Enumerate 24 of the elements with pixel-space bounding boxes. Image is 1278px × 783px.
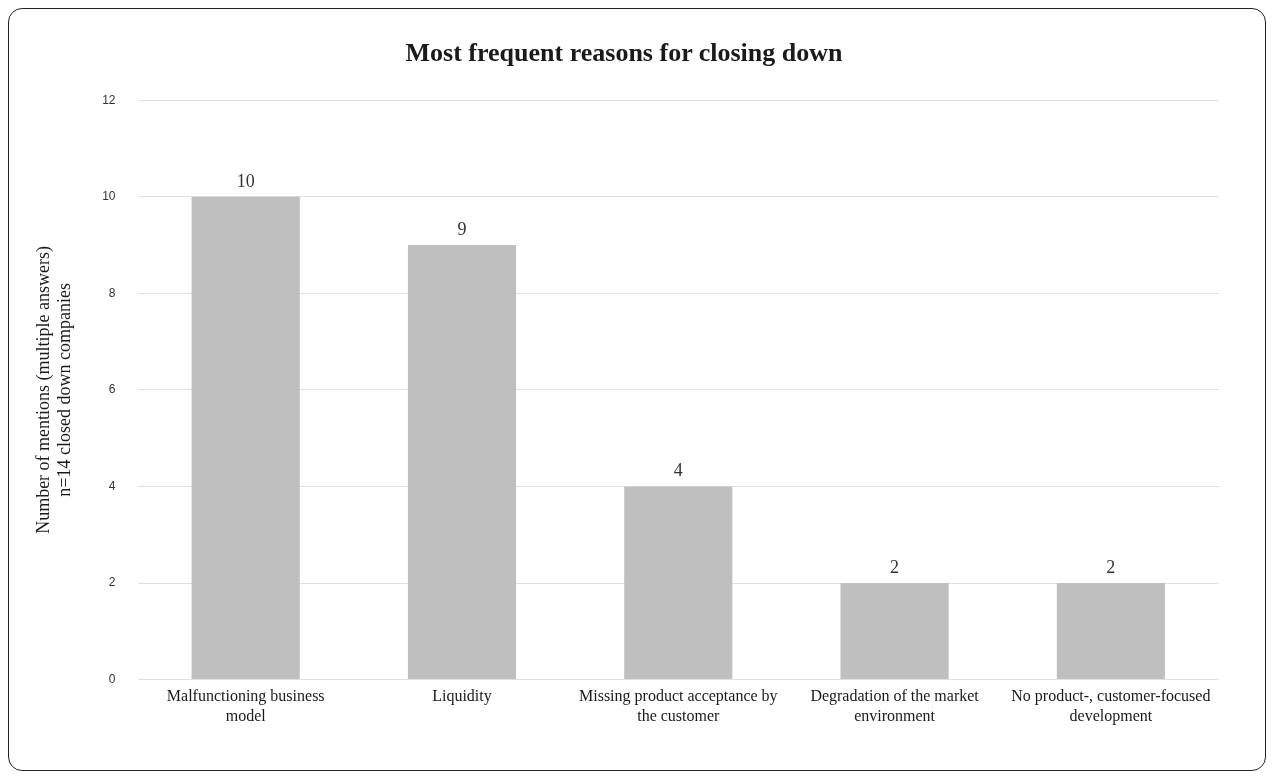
y-tick-label: 10 xyxy=(102,189,116,204)
bar xyxy=(191,196,300,680)
chart-title: Most frequent reasons for closing down xyxy=(405,38,844,68)
y-tick-label: 12 xyxy=(102,92,116,107)
x-tick-label: Malfunctioning business model xyxy=(166,687,325,724)
data-label: 2 xyxy=(890,556,900,577)
bar xyxy=(407,245,517,680)
y-tick-label: 6 xyxy=(108,382,116,397)
data-label: 2 xyxy=(1106,556,1116,577)
y-tick-label: 8 xyxy=(108,285,116,300)
y-tick-label: 0 xyxy=(108,671,116,686)
y-axis-title: Number of mentions (multiple answers) n=14 closed down companies xyxy=(32,245,75,534)
y-tick-label: 2 xyxy=(108,575,116,590)
y-tick-label: 4 xyxy=(108,478,116,493)
x-tick-label: Liquidity xyxy=(432,687,492,706)
x-tick-label: Degradation of the market environment xyxy=(810,687,980,724)
data-label: 9 xyxy=(457,218,467,239)
bar xyxy=(624,486,733,680)
x-tick-label: Missing product acceptance by the customer xyxy=(578,687,778,724)
data-label: 10 xyxy=(236,170,255,191)
bar xyxy=(1056,583,1165,680)
bar xyxy=(840,583,949,680)
data-label: 4 xyxy=(673,460,683,481)
x-tick-label: No product-, customer-focused development xyxy=(1011,687,1211,725)
